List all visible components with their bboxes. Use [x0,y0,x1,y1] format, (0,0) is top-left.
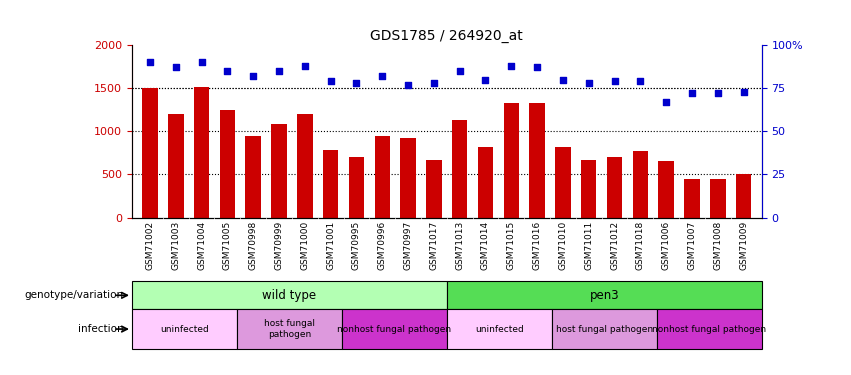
Bar [452,120,467,218]
Bar [237,309,342,349]
Text: GSM70995: GSM70995 [352,220,361,270]
Text: GSM71011: GSM71011 [585,220,593,270]
Bar [632,151,648,217]
Text: host fungal
pathogen: host fungal pathogen [264,320,315,339]
Text: GSM71002: GSM71002 [146,220,155,270]
Bar [684,179,700,218]
Text: GSM71005: GSM71005 [223,220,232,270]
Text: GSM71003: GSM71003 [171,220,180,270]
Text: GSM71012: GSM71012 [610,220,619,270]
Bar [607,157,622,218]
Text: GSM70998: GSM70998 [248,220,258,270]
Point [685,90,699,96]
Point [505,63,518,69]
Bar [447,281,762,309]
Bar [581,160,597,218]
Title: GDS1785 / 264920_at: GDS1785 / 264920_at [370,28,523,43]
Point [350,80,363,86]
Text: genotype/variation: genotype/variation [25,290,123,300]
Text: GSM70996: GSM70996 [378,220,386,270]
Point [660,99,673,105]
Text: GSM71017: GSM71017 [430,220,438,270]
Point [220,68,234,74]
Text: GSM70999: GSM70999 [275,220,283,270]
Text: uninfected: uninfected [160,324,208,334]
Point [633,78,647,84]
Point [711,90,724,96]
Text: GSM71006: GSM71006 [661,220,671,270]
Bar [447,309,551,349]
Text: GSM71009: GSM71009 [739,220,748,270]
Bar [245,136,261,218]
Bar [168,114,184,218]
Text: wild type: wild type [262,289,317,302]
Bar [323,150,339,217]
Bar [142,88,157,218]
Text: pen3: pen3 [590,289,619,302]
Bar [659,160,674,218]
Text: GSM71001: GSM71001 [326,220,335,270]
Bar [504,103,519,218]
Text: GSM71014: GSM71014 [481,220,490,270]
Point [737,88,751,94]
Bar [657,309,762,349]
Bar [220,110,235,218]
Point [427,80,441,86]
Text: GSM71008: GSM71008 [713,220,722,270]
Bar [132,309,237,349]
Text: GSM71013: GSM71013 [455,220,464,270]
Text: uninfected: uninfected [475,324,523,334]
Text: GSM71015: GSM71015 [507,220,516,270]
Point [324,78,338,84]
Point [143,59,157,65]
Point [582,80,596,86]
Text: GSM71004: GSM71004 [197,220,206,270]
Point [375,73,389,79]
Bar [736,174,751,217]
Bar [551,309,657,349]
Point [247,73,260,79]
Point [272,68,286,74]
Point [195,59,208,65]
Bar [426,160,442,218]
Point [169,64,183,70]
Point [478,76,492,82]
Bar [271,124,287,217]
Bar [710,179,726,218]
Bar [194,87,209,218]
Text: GSM71016: GSM71016 [533,220,541,270]
Text: GSM71007: GSM71007 [688,220,696,270]
Bar [349,157,364,218]
Text: GSM71000: GSM71000 [300,220,309,270]
Text: host fungal pathogen: host fungal pathogen [556,324,653,334]
Point [556,76,569,82]
Point [298,63,311,69]
Bar [555,147,571,218]
Bar [342,309,447,349]
Text: nonhost fungal pathogen: nonhost fungal pathogen [652,324,766,334]
Point [608,78,621,84]
Text: GSM71018: GSM71018 [636,220,645,270]
Bar [400,138,416,218]
Point [402,82,415,88]
Text: GSM70997: GSM70997 [403,220,413,270]
Bar [477,147,494,218]
Text: nonhost fungal pathogen: nonhost fungal pathogen [337,324,451,334]
Bar [297,114,312,218]
Text: infection: infection [77,324,123,334]
Bar [132,281,447,309]
Text: GSM71010: GSM71010 [558,220,568,270]
Bar [529,103,545,218]
Point [530,64,544,70]
Bar [374,136,390,218]
Point [453,68,466,74]
